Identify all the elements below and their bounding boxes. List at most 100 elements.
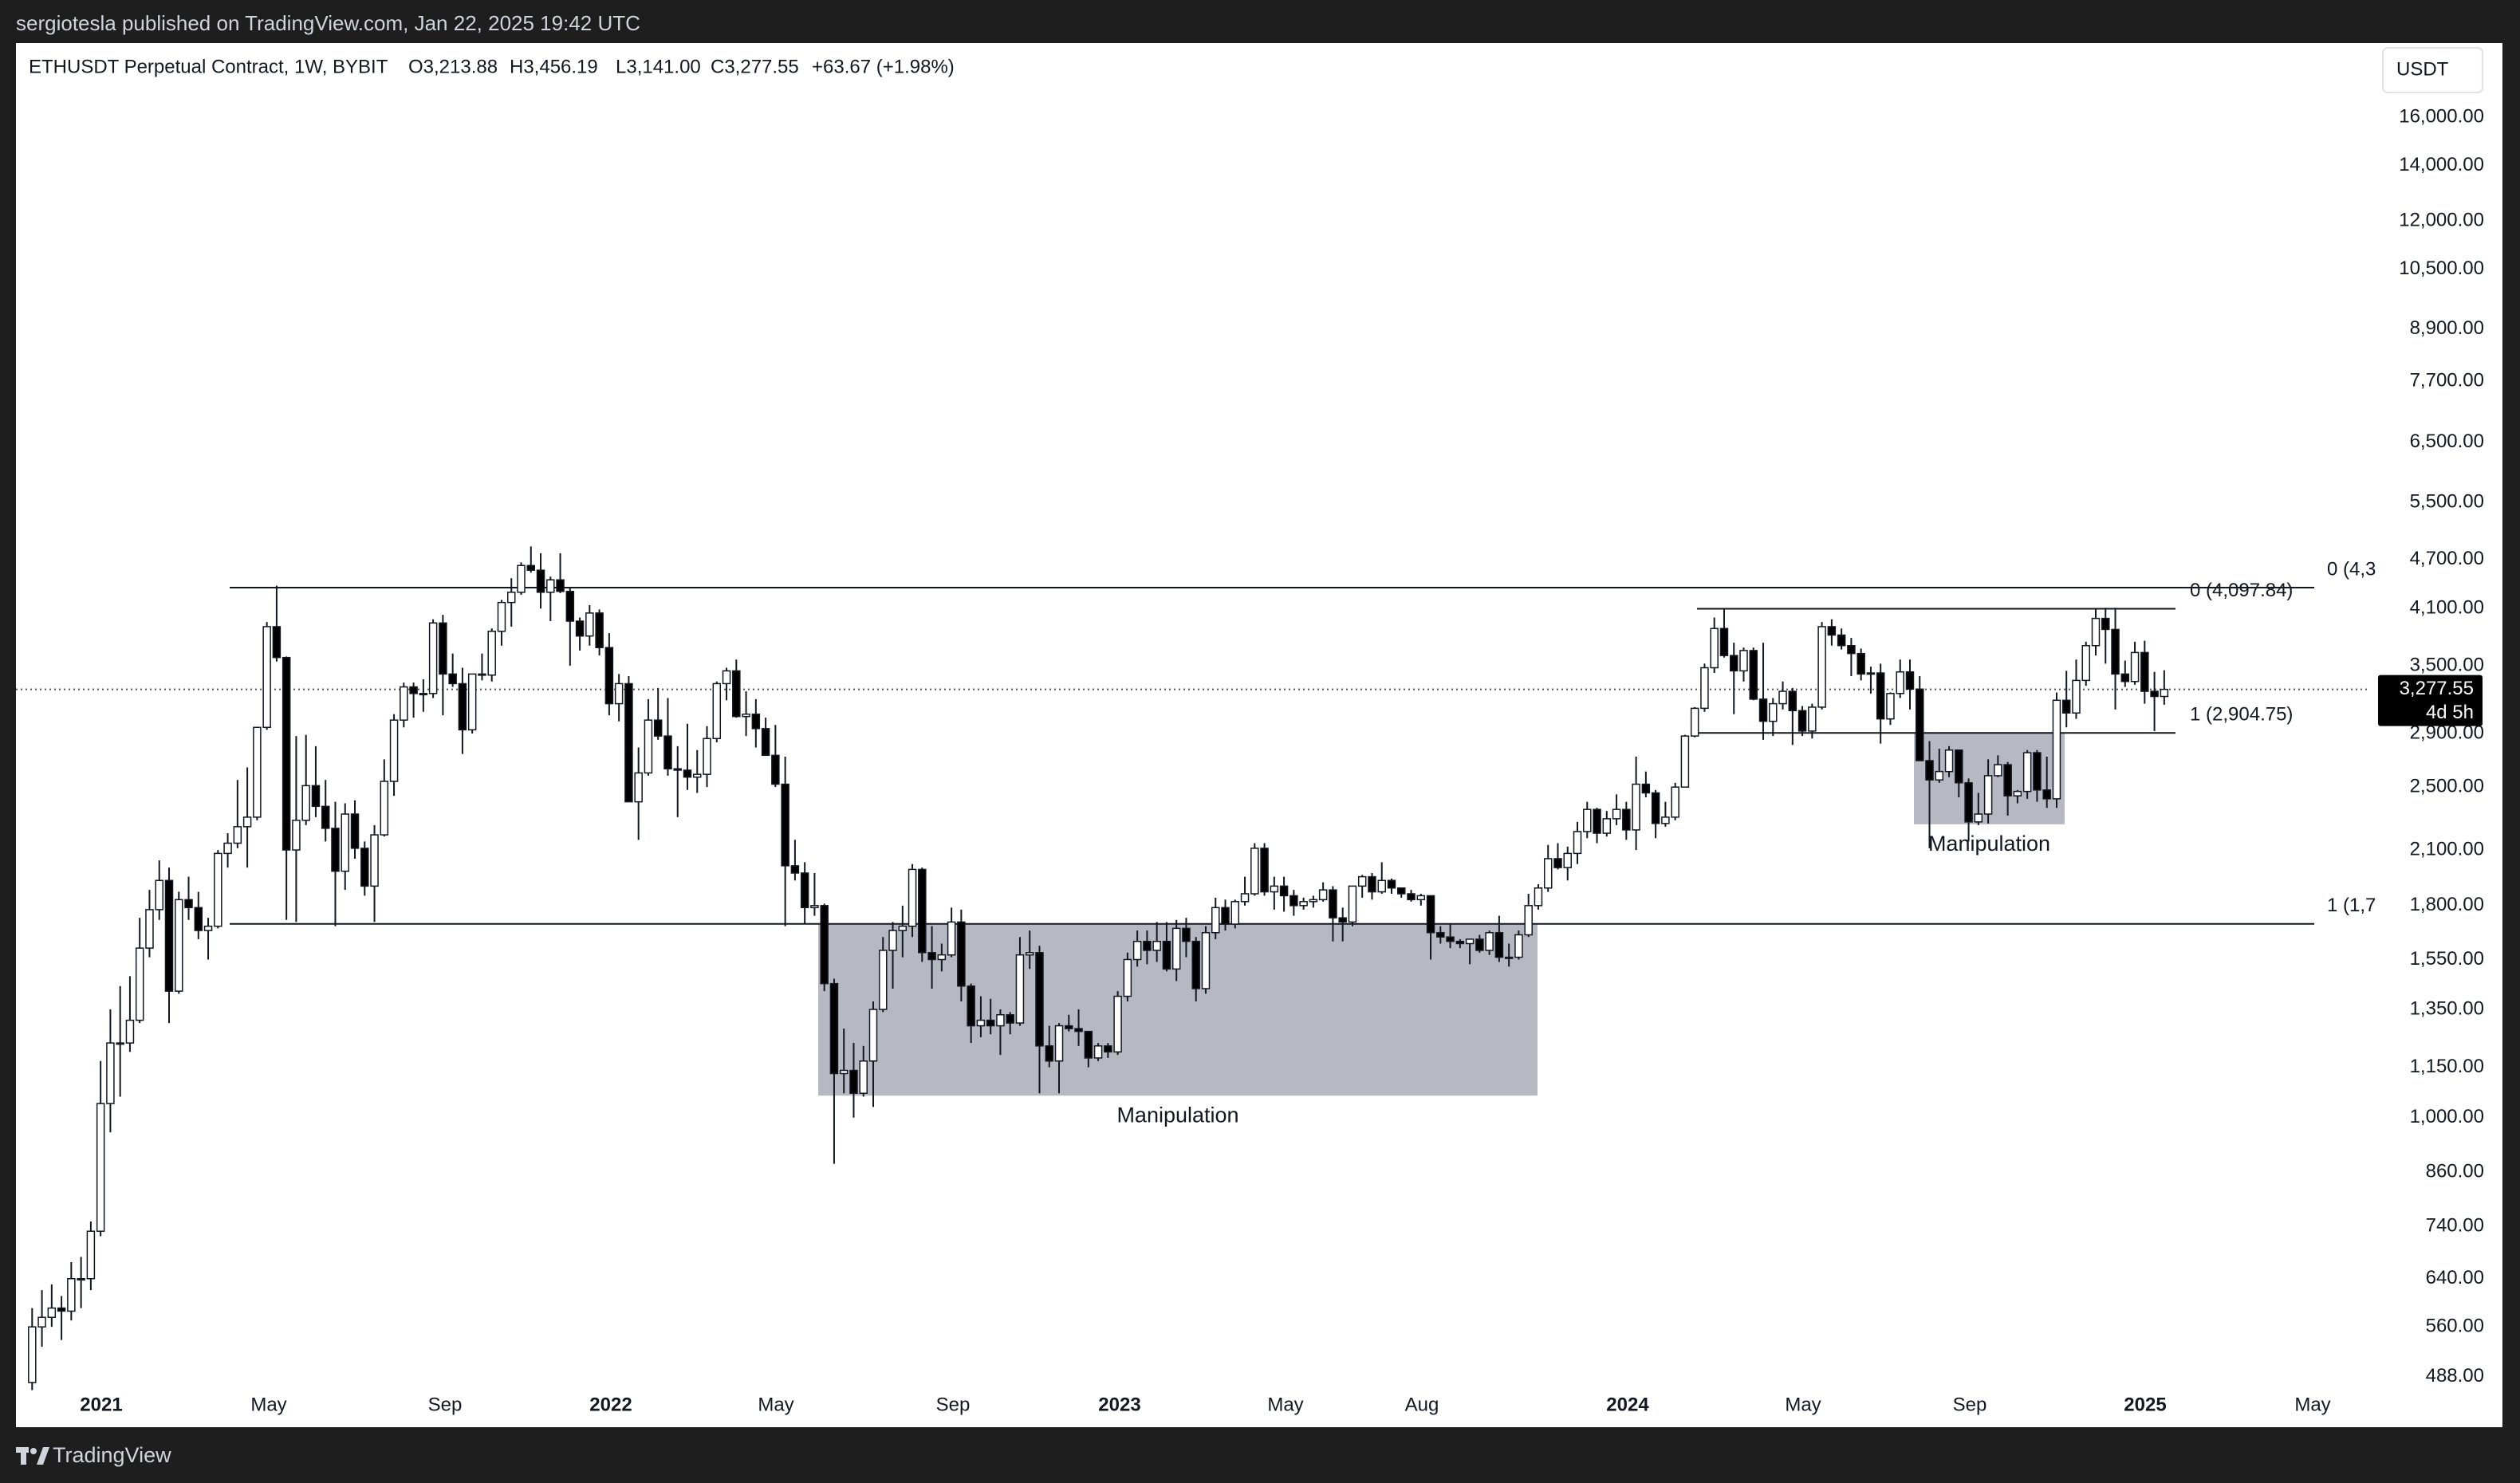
candle-body — [722, 670, 731, 685]
candle-body — [1916, 688, 1924, 761]
y-tick-label: 1,350.00 — [2410, 997, 2484, 1019]
candle-body — [663, 735, 672, 769]
candle-body — [1074, 1028, 1083, 1033]
chart-pane — [16, 43, 2502, 1427]
candle-body — [2003, 764, 2012, 797]
candle-body — [1270, 885, 1279, 893]
candle-body — [155, 879, 163, 911]
candle-body — [1455, 940, 1465, 945]
candle-body — [203, 925, 213, 931]
candle-body — [898, 925, 908, 931]
candle-body — [927, 952, 936, 961]
candle-body — [360, 848, 369, 887]
candle-body — [380, 781, 389, 836]
zone-label: Manipulation — [1928, 832, 2050, 856]
candle-body — [810, 905, 819, 909]
candle-body — [1504, 956, 1514, 959]
candle-body — [1123, 958, 1132, 997]
candle-body — [800, 872, 809, 909]
candle-body — [839, 1069, 849, 1075]
candle-body — [614, 682, 624, 705]
candle-body — [272, 626, 282, 659]
y-tick-label: 1,000.00 — [2410, 1106, 2484, 1127]
candle-body — [703, 738, 711, 775]
candle-body — [1739, 650, 1748, 672]
currency-button[interactable] — [2382, 47, 2483, 93]
candle-body — [957, 921, 966, 987]
candle-body — [1191, 940, 1200, 989]
candle-body — [1769, 702, 1778, 722]
candle-body — [1162, 940, 1171, 970]
candle-body — [2140, 651, 2149, 692]
candle-body — [1485, 931, 1494, 951]
candle-body — [301, 785, 310, 821]
candle-body — [1329, 889, 1337, 919]
candle-body — [2022, 752, 2032, 793]
level-label: 0 (4,3 — [2327, 558, 2376, 580]
x-tick-label: May — [758, 1394, 793, 1415]
x-tick-label: 2025 — [2124, 1394, 2166, 1415]
countdown: 4d 5h — [2426, 702, 2474, 723]
x-tick-label: 2022 — [589, 1394, 632, 1415]
candle-body — [1357, 875, 1367, 887]
candle-body — [644, 719, 653, 774]
candle-body — [1368, 875, 1376, 893]
candle-body — [1876, 672, 1885, 720]
candle-body — [2091, 617, 2101, 647]
candle-body — [1778, 690, 1787, 705]
y-tick-label: 14,000.00 — [2399, 154, 2484, 175]
candle-body — [448, 673, 457, 685]
candle-body — [194, 907, 203, 931]
candle-body — [1143, 940, 1152, 951]
candle-body — [1886, 693, 1895, 720]
candle-body — [1230, 901, 1240, 925]
y-tick-label: 6,500.00 — [2410, 431, 2484, 452]
candle-body — [1994, 764, 2002, 777]
candle-body — [1290, 895, 1298, 907]
candle-body — [1583, 808, 1592, 832]
candle-body — [595, 612, 604, 648]
candle-body — [1661, 816, 1670, 824]
candle-body — [790, 865, 800, 874]
y-tick-label: 10,500.00 — [2399, 258, 2484, 279]
x-tick-label: Sep — [936, 1394, 971, 1415]
candle-body — [683, 769, 692, 778]
y-tick-label: 860.00 — [2426, 1160, 2484, 1182]
candle-body — [1377, 879, 1386, 893]
candle-body — [1974, 813, 1983, 823]
candle-body — [908, 868, 917, 927]
x-tick-label: May — [250, 1394, 286, 1415]
candle-body — [1622, 808, 1631, 831]
candle-body — [86, 1230, 96, 1280]
candle-body — [214, 852, 222, 927]
candle-body — [1436, 931, 1445, 938]
ohlc-value: L3,141.00 — [616, 56, 701, 77]
candle-body — [419, 693, 428, 696]
candle-body — [478, 673, 486, 676]
candle-body — [175, 899, 183, 992]
ohlc-value: H3,456.19 — [510, 56, 598, 77]
y-tick-label: 4,700.00 — [2410, 548, 2484, 569]
candle-body — [2081, 645, 2090, 682]
candle-body — [135, 947, 144, 1021]
candle-body — [350, 813, 360, 849]
candle-body — [1524, 905, 1533, 936]
candle-body — [57, 1307, 66, 1312]
y-tick-label: 640.00 — [2426, 1267, 2484, 1288]
candle-body — [712, 682, 722, 740]
candle-body — [1817, 626, 1826, 708]
candle-body — [604, 647, 614, 705]
candle-body — [242, 816, 252, 828]
candle-body — [311, 785, 321, 808]
candle-body — [2101, 617, 2110, 631]
candle-body — [439, 622, 447, 675]
candle-body — [1104, 1045, 1112, 1053]
symbol-title: ETHUSDT Perpetual Contract, 1W, BYBIT — [29, 56, 388, 77]
candle-body — [1847, 645, 1856, 655]
ohlc-value: O3,213.88 — [408, 56, 498, 77]
candle-body — [2130, 651, 2140, 682]
y-tick-label: 4,100.00 — [2410, 597, 2484, 619]
candle-body — [732, 670, 741, 718]
candle-body — [2052, 699, 2061, 800]
